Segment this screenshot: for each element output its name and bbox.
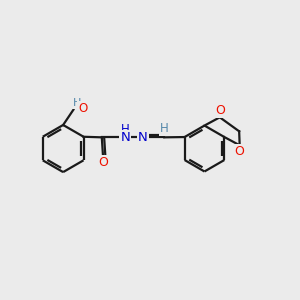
Text: H: H <box>73 98 81 108</box>
Text: O: O <box>78 102 88 115</box>
Text: O: O <box>215 104 225 117</box>
Text: H: H <box>121 123 130 136</box>
Text: N: N <box>138 131 148 144</box>
Text: O: O <box>235 145 244 158</box>
Text: N: N <box>121 131 130 144</box>
Text: H: H <box>160 122 169 135</box>
Text: O: O <box>99 156 109 169</box>
